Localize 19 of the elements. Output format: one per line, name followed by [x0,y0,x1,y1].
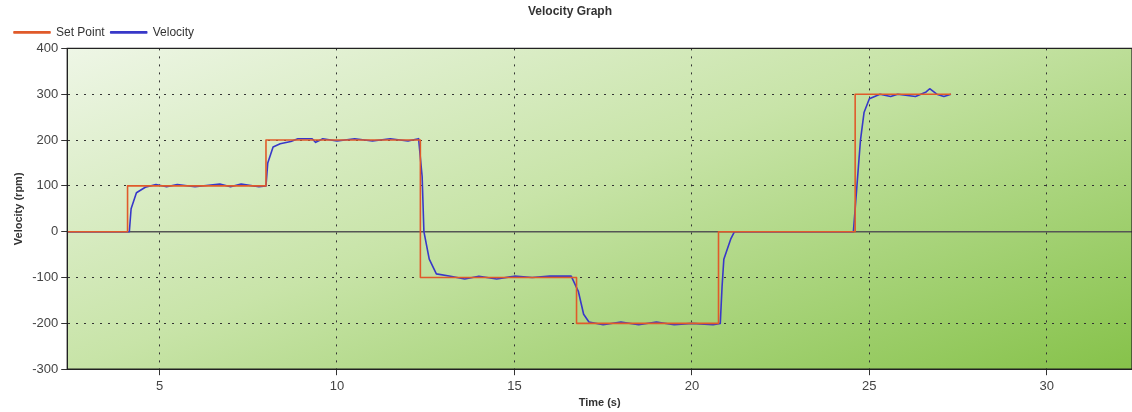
x-axis-title: Time (s) [578,396,621,409]
x-tick-label: 20 [684,377,700,393]
y-tick-label: -200 [32,314,59,330]
y-axis-title: Velocity (rpm) [11,172,24,246]
y-tick-label: -100 [32,269,59,285]
x-tick-label: 10 [329,377,345,393]
legend-label: Set Point [56,24,106,39]
chart-title: Velocity Graph [527,3,613,18]
x-tick-label: 25 [862,377,877,393]
y-tick-label: -300 [32,360,59,376]
x-tick-label: 30 [1039,377,1055,393]
y-tick-label: 0 [50,223,59,239]
x-tick-label: 5 [155,377,164,393]
y-tick-label: 300 [36,85,59,101]
legend-label: Velocity [152,24,195,39]
x-tick-label: 15 [507,377,522,393]
y-tick-label: 200 [36,131,59,147]
y-tick-label: 400 [36,39,59,55]
y-tick-label: 100 [36,177,59,193]
